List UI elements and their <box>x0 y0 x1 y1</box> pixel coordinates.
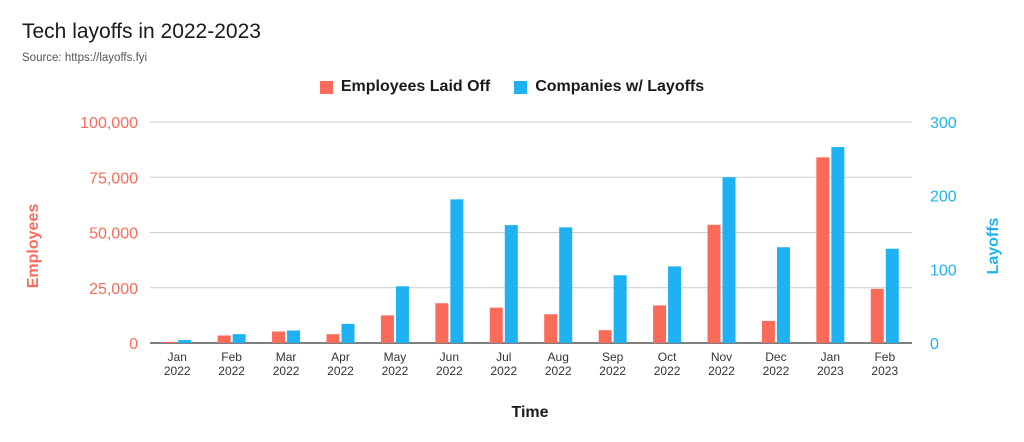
x-tick-label-year: 2023 <box>817 364 844 378</box>
y-tick-label-left: 75,000 <box>89 170 138 187</box>
x-tick-label-month: Oct <box>658 350 677 364</box>
legend-label-employees: Employees Laid Off <box>340 78 491 95</box>
bar-companies <box>341 323 355 343</box>
legend-item-companies[interactable]: Companies w/ Layoffs <box>514 78 704 96</box>
y-tick-label-right: 300 <box>930 115 957 132</box>
x-tick-label-month: Jan <box>821 350 840 364</box>
y-tick-label-left: 100,000 <box>80 115 138 132</box>
bars-layer <box>163 147 899 343</box>
bar-employees <box>761 320 775 343</box>
bar-employees <box>435 303 449 343</box>
bar-companies <box>178 340 192 343</box>
bar-companies <box>395 286 409 343</box>
legend-item-employees[interactable]: Employees Laid Off <box>319 78 491 96</box>
bar-employees <box>870 288 884 343</box>
x-tick-label-month: Sep <box>602 350 624 364</box>
x-tick-label-year: 2022 <box>382 364 409 378</box>
bar-employees <box>707 224 721 343</box>
bar-employees <box>598 330 612 343</box>
y-axis-title-left: Employees <box>25 204 42 289</box>
x-tick-label-month: Dec <box>765 350 786 364</box>
x-tick-label-year: 2022 <box>327 364 354 378</box>
bar-companies <box>613 275 627 343</box>
legend-swatch-employees <box>319 80 333 94</box>
bar-companies <box>232 334 246 343</box>
x-tick-label-year: 2022 <box>436 364 463 378</box>
x-tick-label-year: 2022 <box>490 364 517 378</box>
x-tick-label-month: Jun <box>440 350 459 364</box>
x-tick-label-month: Jul <box>496 350 511 364</box>
y-tick-label-right: 100 <box>930 262 957 279</box>
x-tick-label-year: 2022 <box>273 364 300 378</box>
x-tick-label-month: Jan <box>168 350 187 364</box>
x-tick-label-month: Feb <box>221 350 242 364</box>
y-tick-label-left: 0 <box>129 336 138 353</box>
x-tick-label-month: Feb <box>874 350 895 364</box>
bar-employees <box>163 341 177 343</box>
legend-swatch-companies <box>514 80 528 94</box>
bar-companies <box>559 227 573 343</box>
x-tick-label-year: 2022 <box>654 364 681 378</box>
bar-companies <box>504 225 518 343</box>
x-tick-label-year: 2023 <box>871 364 898 378</box>
x-tick-label-year: 2022 <box>708 364 735 378</box>
x-tick-label-month: May <box>384 350 407 364</box>
bar-employees <box>272 331 286 343</box>
x-tick-label-year: 2022 <box>164 364 191 378</box>
y-axis-title-right: Layoffs <box>985 217 1002 274</box>
ticks-layer: 025,00050,00075,000100,0000100200300Jan2… <box>80 115 957 378</box>
x-tick-label-month: Apr <box>331 350 350 364</box>
bar-companies <box>450 199 464 343</box>
x-axis-title: Time <box>511 404 548 421</box>
bar-companies <box>668 266 682 343</box>
x-tick-label-year: 2022 <box>763 364 790 378</box>
chart-title: Tech layoffs in 2022-2023 <box>22 20 261 43</box>
x-tick-label-year: 2022 <box>599 364 626 378</box>
bar-companies <box>776 247 790 343</box>
legend-label-companies: Companies w/ Layoffs <box>535 78 705 95</box>
y-tick-label-left: 25,000 <box>89 281 138 298</box>
x-tick-label-year: 2022 <box>218 364 245 378</box>
bar-employees <box>326 334 340 343</box>
bar-employees <box>544 314 558 343</box>
x-tick-label-month: Aug <box>548 350 569 364</box>
bar-companies <box>722 177 736 343</box>
grid-layer <box>150 121 912 344</box>
bar-employees <box>653 305 667 343</box>
bar-companies <box>287 330 301 343</box>
y-tick-label-right: 0 <box>930 336 939 353</box>
legend: Employees Laid Off Companies w/ Layoffs <box>0 78 1024 96</box>
y-tick-label-right: 200 <box>930 189 957 206</box>
bar-employees <box>217 335 231 343</box>
y-tick-label-left: 50,000 <box>89 226 138 243</box>
x-tick-label-month: Nov <box>711 350 732 364</box>
x-tick-label-month: Mar <box>276 350 297 364</box>
bar-companies <box>885 248 899 343</box>
bar-employees <box>816 157 830 343</box>
bar-employees <box>380 315 394 343</box>
bar-employees <box>489 307 503 343</box>
x-tick-label-year: 2022 <box>545 364 572 378</box>
bar-companies <box>831 147 845 343</box>
chart-subtitle: Source: https://layoffs.fyi <box>22 52 148 64</box>
